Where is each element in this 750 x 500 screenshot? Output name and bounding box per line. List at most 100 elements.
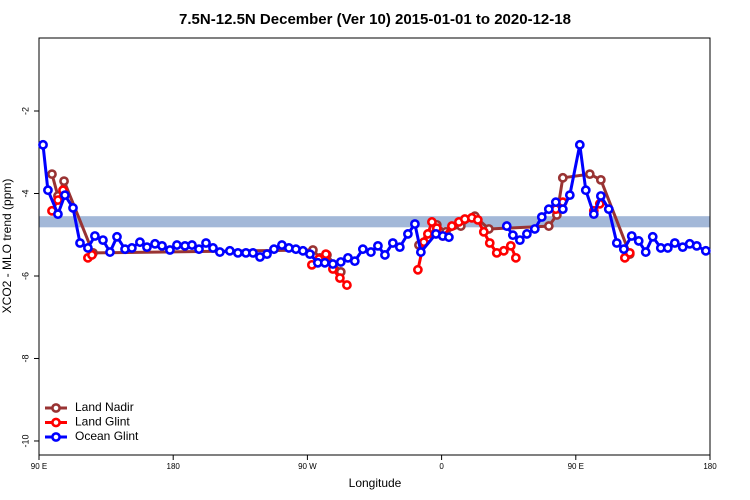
series-point xyxy=(319,257,330,268)
series-point xyxy=(380,250,390,260)
y-tick-label: -6 xyxy=(20,272,30,280)
series-point xyxy=(536,212,547,222)
series-point xyxy=(415,247,426,257)
series-point xyxy=(595,174,606,185)
series-point xyxy=(327,259,338,269)
series-point xyxy=(194,244,204,255)
series-point xyxy=(233,247,243,258)
x-tick-label: 90 W xyxy=(298,462,317,471)
series-point xyxy=(446,221,457,231)
series-point xyxy=(422,229,433,239)
series-point xyxy=(427,217,437,227)
series-point xyxy=(564,190,575,201)
legend-marker xyxy=(51,403,61,413)
series-point xyxy=(112,231,122,242)
series-point xyxy=(201,238,211,248)
series-point xyxy=(262,249,272,260)
series-point xyxy=(349,256,360,267)
series-point xyxy=(366,247,376,257)
series-point xyxy=(373,240,383,251)
legend-marker xyxy=(51,417,61,428)
series-point xyxy=(342,280,352,290)
plot-frame xyxy=(38,37,711,456)
series-point xyxy=(208,243,218,253)
series-point xyxy=(618,244,629,255)
series-point xyxy=(87,250,97,260)
series-point xyxy=(444,232,454,243)
series-point xyxy=(626,231,637,241)
series-point xyxy=(472,214,483,225)
series-point xyxy=(588,209,599,220)
series-point xyxy=(633,236,644,246)
series-point xyxy=(135,237,145,248)
series-point xyxy=(580,185,591,196)
legend-label: Land Nadir xyxy=(75,400,134,414)
series-point xyxy=(83,243,93,253)
series-point xyxy=(165,245,175,255)
series-point xyxy=(75,238,85,248)
series-point xyxy=(59,176,69,187)
x-tick-label: 180 xyxy=(167,462,181,471)
series-point xyxy=(498,245,509,256)
series-point xyxy=(60,190,70,201)
series-point xyxy=(320,249,331,260)
series-point xyxy=(98,235,108,246)
x-tick-label: 180 xyxy=(703,462,717,471)
series-point xyxy=(269,244,279,255)
series-point xyxy=(394,242,405,253)
series-point xyxy=(335,273,345,283)
series-point xyxy=(550,197,561,208)
series-point xyxy=(68,203,78,213)
series-point xyxy=(387,238,398,248)
x-tick-label: 90 E xyxy=(31,462,47,471)
x-tick-label: 0 xyxy=(439,462,444,471)
series-point xyxy=(662,243,673,253)
series-point xyxy=(412,264,423,275)
series-point xyxy=(543,204,554,215)
y-axis-label: XCO2 - MLO trend (ppm) xyxy=(0,179,14,314)
series-point xyxy=(529,224,540,234)
series-point xyxy=(484,238,495,248)
series-point xyxy=(640,247,651,257)
series-point xyxy=(105,247,115,257)
series-point xyxy=(691,240,702,251)
series-point xyxy=(505,240,516,251)
series-point xyxy=(521,229,532,239)
series-point xyxy=(335,257,346,267)
series-point xyxy=(214,247,225,257)
series-point xyxy=(611,238,622,248)
series-point xyxy=(584,169,595,180)
series-point xyxy=(647,231,658,242)
series-point xyxy=(603,204,614,215)
series-point xyxy=(669,238,680,248)
legend-label: Ocean Glint xyxy=(75,429,139,443)
series-point xyxy=(557,172,568,183)
series-point xyxy=(248,247,258,258)
series-point xyxy=(53,209,63,220)
series-point xyxy=(574,139,585,150)
y-tick-label: -10 xyxy=(20,434,30,447)
x-axis-label: Longitude xyxy=(349,476,402,490)
y-tick-label: -8 xyxy=(20,354,30,362)
series-point xyxy=(38,139,48,150)
series-point xyxy=(514,235,525,246)
legend-label: Land Glint xyxy=(75,415,130,429)
series-point xyxy=(403,229,413,239)
y-tick-label: -2 xyxy=(20,107,30,115)
chart-title: 7.5N-12.5N December (Ver 10) 2015-01-01 … xyxy=(179,11,571,28)
series-point xyxy=(157,240,167,251)
series-point xyxy=(410,219,420,229)
series-point xyxy=(43,185,53,196)
series-point xyxy=(507,230,518,241)
series-point xyxy=(90,231,100,241)
series-point xyxy=(478,226,489,237)
series-point xyxy=(142,242,152,253)
series-point xyxy=(172,240,182,250)
series-point xyxy=(47,169,57,180)
x-tick-label: 90 E xyxy=(568,462,584,471)
series-point xyxy=(543,221,554,231)
series-point xyxy=(357,244,368,255)
series-point xyxy=(700,245,711,256)
